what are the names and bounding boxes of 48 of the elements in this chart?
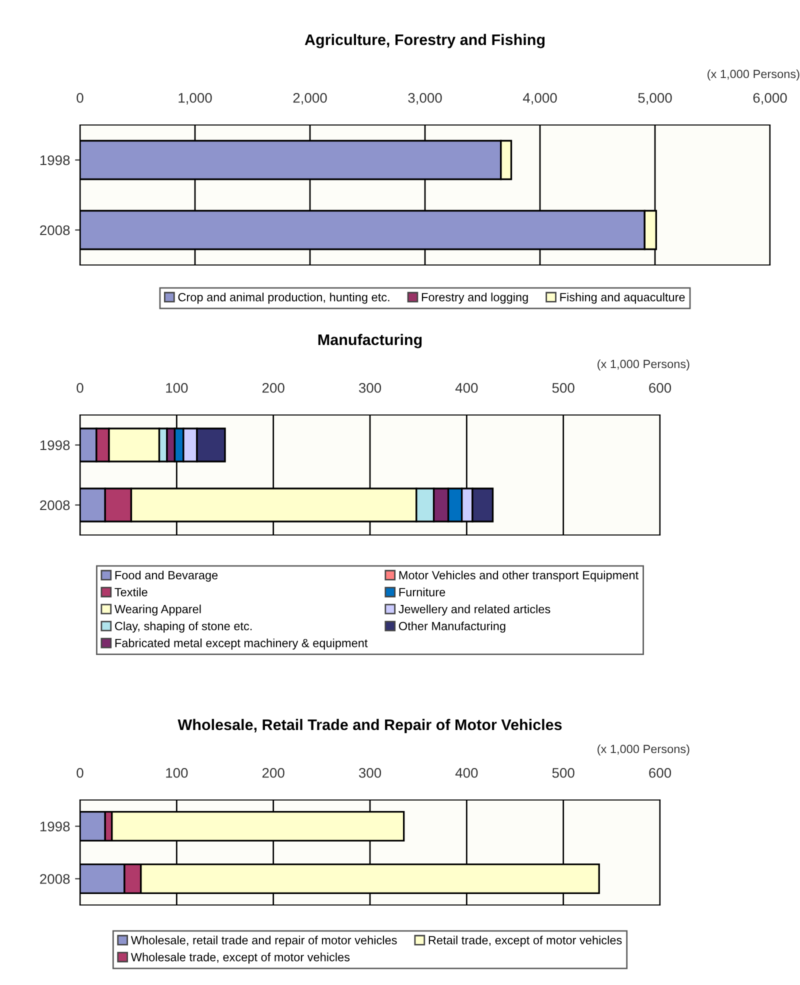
y-tick-label: 1998 bbox=[40, 155, 70, 166]
chart-title: Manufacturing bbox=[318, 334, 422, 348]
x-tick-label: 100 bbox=[166, 382, 188, 393]
x-tick-label: 400 bbox=[455, 768, 478, 778]
x-tick-label: 100 bbox=[166, 768, 188, 778]
x-tick-label: 600 bbox=[649, 768, 672, 778]
legend-label: Wearing Apparel bbox=[114, 604, 201, 616]
legend-label: Textile bbox=[114, 588, 148, 596]
legend-label: Forestry and logging bbox=[422, 292, 528, 304]
legend-label: Retail trade, except of motor vehicles bbox=[428, 936, 622, 947]
legend-label: Food and Bevarage bbox=[115, 570, 218, 582]
x-tick-label: 200 bbox=[262, 382, 284, 393]
x-tick-label: 500 bbox=[552, 768, 574, 778]
x-tick-label: 5,000 bbox=[638, 92, 672, 104]
x-tick-label: 2,000 bbox=[293, 92, 327, 104]
x-tick-label: 600 bbox=[649, 382, 672, 393]
chart-title: Wholesale, Retail Trade and Repair of Motor Vehicles bbox=[178, 718, 562, 734]
x-tick-label: 400 bbox=[455, 382, 478, 393]
x-tick-label: 200 bbox=[262, 768, 284, 778]
x-tick-label: 500 bbox=[552, 382, 574, 393]
text: (x 1,000 Persons) bbox=[598, 744, 690, 756]
legend-label: Fabricated metal except machinery & equipment bbox=[115, 638, 368, 650]
text: (x 1,000 Persons) bbox=[708, 70, 800, 80]
y-tick-label: 2008 bbox=[40, 500, 70, 510]
x-tick-label: 1,000 bbox=[178, 92, 212, 104]
text: (x 1,000 Persons) bbox=[598, 359, 690, 370]
legend-label: Other Manufacturing bbox=[398, 622, 506, 633]
legend-label: Clay, shaping of stone etc. bbox=[115, 622, 252, 633]
chart-title: Agriculture, Forestry and Fishing bbox=[304, 34, 545, 48]
y-tick-label: 2008 bbox=[40, 225, 70, 236]
legend-label: Motor Vehicles and other transport Equipment bbox=[399, 570, 638, 582]
y-tick-label: 2008 bbox=[40, 874, 70, 884]
legend-label: Crop and animal production, hunting etc. bbox=[178, 292, 390, 304]
x-tick-label: 300 bbox=[358, 382, 382, 393]
x-tick-label: 4,000 bbox=[522, 92, 557, 104]
y-tick-label: 1998 bbox=[40, 822, 70, 832]
y-tick-label: 1998 bbox=[40, 440, 70, 450]
x-tick-label: 0 bbox=[76, 92, 84, 103]
legend-label: Furniture bbox=[399, 588, 446, 596]
x-tick-label: 3,000 bbox=[408, 92, 442, 104]
x-tick-label: 300 bbox=[358, 768, 382, 778]
x-tick-label: 0 bbox=[76, 768, 84, 778]
x-tick-label: 0 bbox=[76, 382, 84, 393]
legend-label: Jewellery and related articles bbox=[398, 604, 550, 616]
legend-label: Wholesale trade, except of motor vehicles bbox=[130, 952, 350, 964]
legend-label: Wholesale, retail trade and repair of motor vehicles bbox=[130, 936, 397, 947]
legend-label: Fishing and aquaculture bbox=[560, 292, 685, 304]
x-tick-label: 6,000 bbox=[753, 92, 787, 104]
